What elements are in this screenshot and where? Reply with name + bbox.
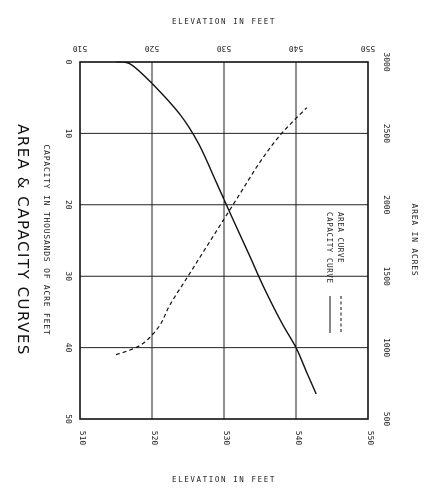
area-tick-label: 1000 <box>382 338 391 357</box>
legend: AREA CURVE CAPACITY CURVE <box>325 212 345 333</box>
capacity-tick-label: 30 <box>64 271 73 281</box>
capacity-tick-label: 50 <box>64 414 73 424</box>
area-tick-label: 1500 <box>382 267 391 286</box>
elevation-axis-title-top: ELEVATION IN FEET <box>172 17 276 26</box>
area-tick-label: 3000 <box>382 52 391 71</box>
capacity-curve <box>115 61 317 395</box>
grid-layer <box>80 62 368 419</box>
elevation-tick-label-bottom: 540 <box>294 431 303 446</box>
capacity-tick-label: 20 <box>64 200 73 210</box>
legend-capacity-label: CAPACITY CURVE <box>325 212 334 284</box>
capacity-axis-title: CAPACITY IN THOUSANDS OF ACRE FEET <box>42 145 51 336</box>
elevation-tick-label-top: 530 <box>217 44 232 53</box>
area-tick-label: 2500 <box>382 124 391 143</box>
tick-layer: 510 510 520 520 530 530 540 540 550 550 0 10 20 30 40 5… <box>64 44 391 445</box>
elevation-tick-label-top: 510 <box>73 44 88 53</box>
capacity-tick-label: 40 <box>64 343 73 353</box>
elevation-tick-label-top: 520 <box>145 44 160 53</box>
capacity-tick-label: 0 <box>64 60 73 65</box>
legend-area-label: AREA CURVE <box>336 212 345 263</box>
chart-title: AREA & CAPACITY CURVES <box>14 124 32 356</box>
elevation-tick-label-bottom: 550 <box>366 431 375 446</box>
series-layer <box>115 61 317 395</box>
area-curve <box>115 107 308 356</box>
capacity-tick-label: 10 <box>64 129 73 139</box>
area-axis-title: AREA IN ACRES <box>410 203 419 276</box>
elevation-tick-label-bottom: 510 <box>78 431 87 446</box>
elevation-tick-label-top: 550 <box>361 44 376 53</box>
elevation-axis-title-bottom: ELEVATION IN FEET <box>172 475 276 484</box>
area-tick-label: 500 <box>382 412 391 427</box>
plot-frame <box>79 61 369 420</box>
elevation-tick-label-bottom: 530 <box>222 431 231 446</box>
elevation-tick-label-bottom: 520 <box>150 431 159 446</box>
area-tick-label: 2000 <box>382 195 391 214</box>
elevation-tick-label-top: 540 <box>289 44 304 53</box>
